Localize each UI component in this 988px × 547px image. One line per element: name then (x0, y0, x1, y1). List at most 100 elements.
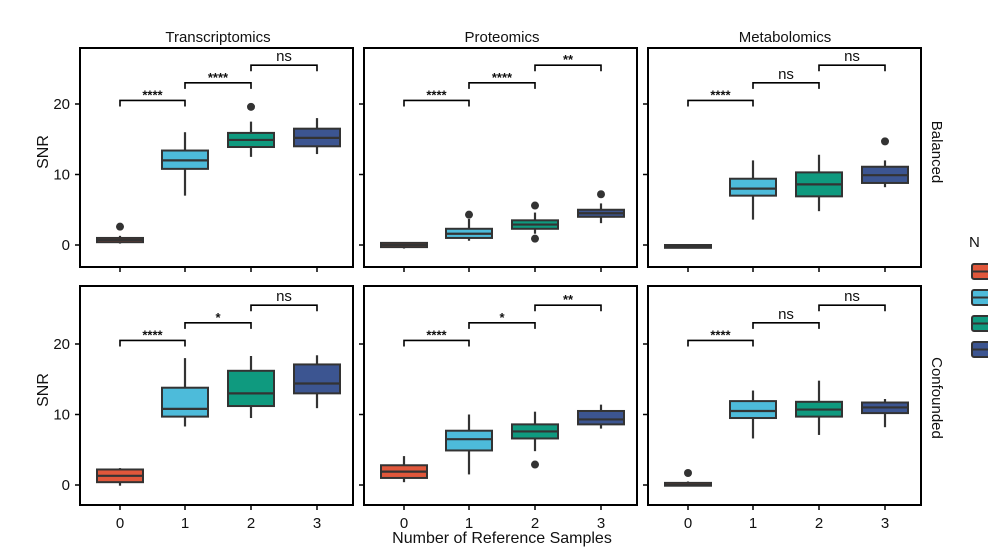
significance-bracket: **** (687, 327, 754, 347)
bracket-line (184, 82, 252, 89)
outlier-point (531, 234, 539, 243)
x-tick-label: 1 (181, 515, 189, 532)
significance-bracket: ns (250, 288, 318, 312)
bracket-line (534, 64, 602, 72)
box-balanced-transcriptomics-n0 (96, 222, 144, 244)
bracket-line (818, 304, 886, 312)
significance-bracket: * (468, 310, 536, 329)
bracket-line (818, 64, 886, 72)
significance-bracket: ns (752, 66, 820, 89)
outlier-point (465, 210, 473, 219)
box-balanced-proteomics-n3 (577, 190, 625, 224)
bracket-line (119, 339, 186, 347)
box-confounded-transcriptomics-n1 (161, 358, 209, 427)
box-balanced-transcriptomics-n1 (161, 132, 209, 196)
significance-label: ns (844, 288, 860, 305)
legend-title: N (969, 234, 980, 251)
bracket-line (403, 99, 470, 107)
box-confounded-transcriptomics-n3 (293, 355, 341, 409)
panel-frame (79, 285, 354, 506)
box-balanced-metabolomics-n3 (861, 137, 909, 188)
bracket-line (752, 322, 820, 329)
significance-label: **** (426, 327, 447, 342)
outlier-point (531, 201, 539, 210)
y-tick-label: 10 (53, 407, 70, 424)
box-body (445, 429, 493, 452)
outlier-point (684, 469, 692, 478)
significance-label: ns (844, 48, 860, 65)
x-tick-label: 3 (881, 515, 889, 532)
legend-key-2 (971, 315, 988, 332)
significance-label: ns (276, 288, 292, 305)
column-title-proteomics: Proteomics (464, 29, 539, 46)
bracket-line (250, 64, 318, 72)
outlier-point (531, 460, 539, 469)
significance-label: ns (778, 306, 794, 323)
box-body (227, 369, 275, 408)
y-tick-label: 20 (53, 336, 70, 353)
box-balanced-proteomics-n2 (511, 201, 559, 243)
significance-bracket: ns (752, 306, 820, 329)
significance-label: * (215, 310, 221, 325)
box-balanced-metabolomics-n1 (729, 160, 777, 220)
box-confounded-proteomics-n2 (511, 411, 559, 469)
box-confounded-transcriptomics-n0 (96, 468, 144, 486)
box-balanced-metabolomics-n0 (664, 244, 712, 249)
panel-balanced-proteomics: ********** (359, 47, 638, 272)
y-axis-label-bottom: SNR (35, 373, 52, 407)
significance-bracket: **** (119, 327, 186, 347)
box-confounded-metabolomics-n3 (861, 398, 909, 428)
significance-bracket: **** (184, 70, 252, 89)
significance-bracket: **** (687, 87, 754, 107)
significance-label: **** (208, 70, 229, 85)
box-confounded-proteomics-n0 (380, 456, 428, 483)
significance-bracket: **** (119, 87, 186, 107)
y-tick-label: 20 (53, 96, 70, 113)
box-confounded-metabolomics-n0 (664, 469, 712, 487)
panel-balanced-transcriptomics: 0 10 20 **** **** ns (53, 47, 354, 272)
box-confounded-transcriptomics-n2 (227, 355, 275, 419)
significance-bracket: **** (403, 87, 470, 107)
box-balanced-transcriptomics-n3 (293, 118, 341, 155)
bracket-line (468, 82, 536, 89)
x-tick-label: 2 (815, 515, 823, 532)
bracket-line (184, 322, 252, 329)
x-tick-label: 0 (400, 515, 408, 532)
significance-bracket: ** (534, 52, 602, 72)
panel-balanced-metabolomics: **** ns ns (643, 47, 922, 272)
box-body (293, 363, 341, 395)
y-axis-label-top: SNR (35, 135, 52, 169)
x-axis-label: Number of Reference Samples (392, 530, 612, 547)
x-tick-label: 3 (313, 515, 321, 532)
box-body (161, 386, 209, 418)
panel-frame (363, 285, 638, 506)
legend-key-0 (971, 263, 988, 280)
x-tick-label: 1 (749, 515, 757, 532)
panel-confounded-proteomics: 0 1 2 3******* (359, 285, 638, 532)
significance-label: **** (710, 327, 731, 342)
box-confounded-proteomics-n3 (577, 404, 625, 429)
significance-label: **** (142, 87, 163, 102)
bracket-line (250, 304, 318, 312)
significance-label: ns (778, 66, 794, 83)
panel-confounded-metabolomics: 0 1 2 3 **** ns ns (643, 285, 922, 532)
significance-bracket: ** (534, 292, 602, 312)
bracket-line (687, 339, 754, 347)
bracket-line (403, 339, 470, 347)
row-label-confounded: Confounded (928, 357, 945, 439)
panel-frame (79, 47, 354, 268)
box-confounded-proteomics-n1 (445, 414, 493, 475)
legend (971, 263, 988, 358)
outlier-point (881, 137, 889, 146)
box-balanced-metabolomics-n2 (795, 154, 843, 212)
x-tick-label: 3 (597, 515, 605, 532)
bracket-line (752, 82, 820, 89)
box-body (577, 409, 625, 426)
significance-bracket: **** (468, 70, 536, 89)
y-tick-label: 0 (62, 237, 70, 254)
box-body (729, 177, 777, 197)
x-tick-label: 0 (684, 515, 692, 532)
y-tick-label: 10 (53, 167, 70, 184)
outlier-point (116, 222, 124, 231)
